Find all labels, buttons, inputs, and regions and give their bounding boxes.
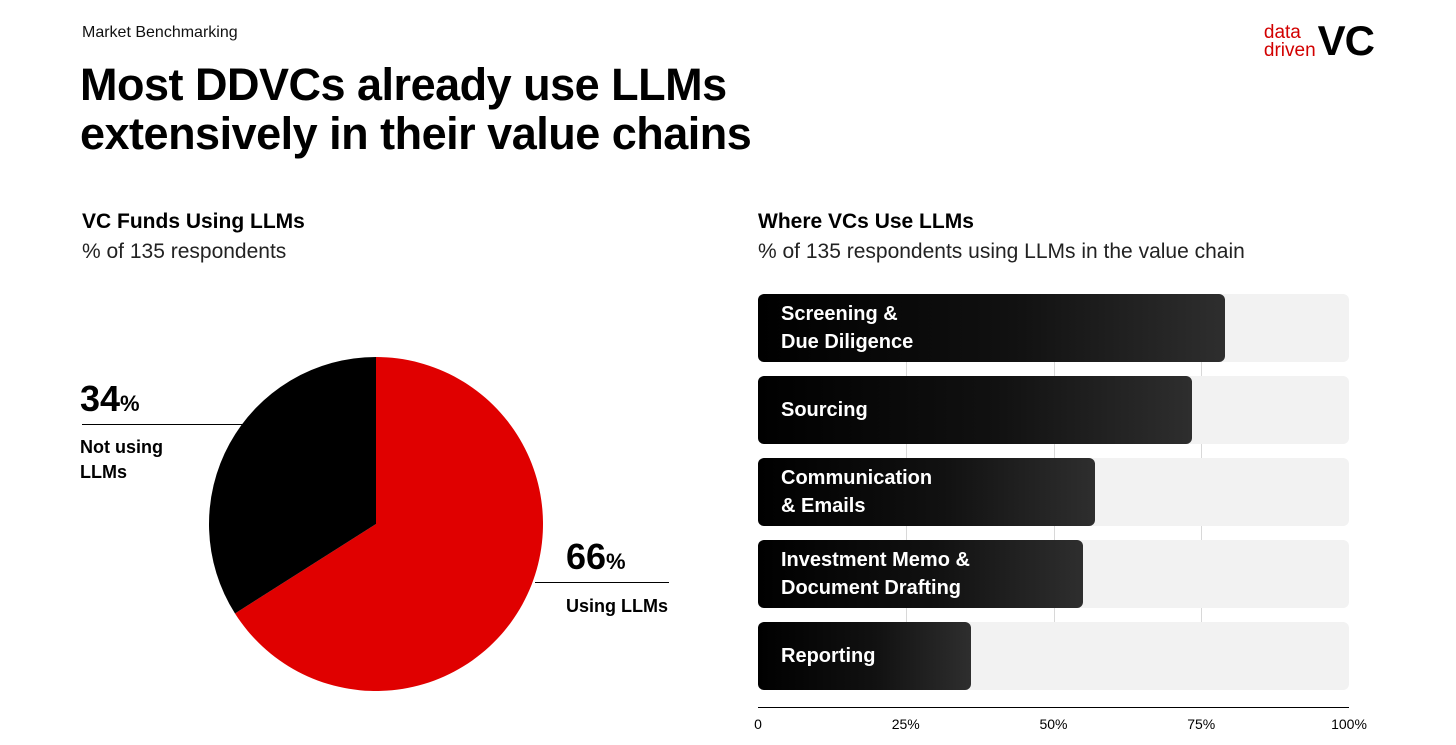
leader-line-using — [535, 582, 669, 583]
bar — [758, 622, 971, 690]
bar — [758, 376, 1193, 444]
x-tick-label: 100% — [1331, 716, 1367, 732]
logo-word-driven: driven — [1263, 40, 1316, 61]
bar-row: Investment Memo & Document Drafting — [758, 540, 1349, 608]
bar-category-label: Communication & Emails — [781, 467, 933, 517]
pie-value-using-percent: % — [606, 549, 626, 574]
bar-category-label: Investment Memo & Document Drafting — [781, 549, 970, 599]
section-kicker: Market Benchmarking — [82, 24, 238, 41]
logo-word-data: data — [1263, 22, 1301, 43]
bar-category-label: Screening & Due Diligence — [781, 303, 914, 353]
pie-value-not-using: 34% — [80, 381, 140, 422]
bar-category-label: Reporting — [781, 645, 876, 667]
x-tick-label: 50% — [1039, 716, 1068, 732]
bar — [758, 458, 1095, 526]
x-tick-label: 75% — [1187, 716, 1216, 732]
pie-value-using: 66% — [566, 539, 626, 580]
pie-slice-not-using-llms — [209, 357, 376, 614]
pie-value-not-using-percent: % — [120, 391, 140, 416]
bar-chart-subtitle: % of 135 respondents using LLMs in the v… — [758, 240, 1245, 263]
bar-chart-title: Where VCs Use LLMs — [758, 210, 974, 233]
pie-chart-title: VC Funds Using LLMs — [82, 210, 305, 233]
bar — [758, 294, 1225, 362]
bar — [758, 540, 1084, 608]
pie-value-not-using-number: 34 — [80, 378, 121, 419]
leader-line-not-using — [82, 424, 302, 425]
x-tick-label: 0 — [754, 716, 762, 732]
brand-logo: data driven VC — [1263, 17, 1375, 64]
pie-label-using: Using LLMs — [566, 596, 668, 616]
x-axis-line — [758, 707, 1349, 708]
page-headline: Most DDVCs already use LLMs extensively … — [80, 59, 752, 159]
bar-row: Screening & Due Diligence — [758, 294, 1349, 362]
bar-row: Communication & Emails — [758, 458, 1349, 526]
bar-category-label: Sourcing — [781, 399, 868, 421]
bar-chart: Screening & Due Diligence Sourcing Communi… — [758, 294, 1349, 690]
pie-slice-using-llms — [234, 357, 544, 692]
pie-value-using-number: 66 — [566, 536, 607, 577]
bar-row: Sourcing — [758, 376, 1349, 444]
pie-chart-subtitle: % of 135 respondents — [82, 240, 287, 263]
logo-words: data driven — [1263, 22, 1316, 61]
logo-mark: VC — [1317, 17, 1375, 64]
pie-label-not-using: Not using LLMs — [80, 437, 163, 482]
x-tick-label: 25% — [891, 716, 920, 732]
bar-row: Reporting — [758, 622, 1349, 690]
